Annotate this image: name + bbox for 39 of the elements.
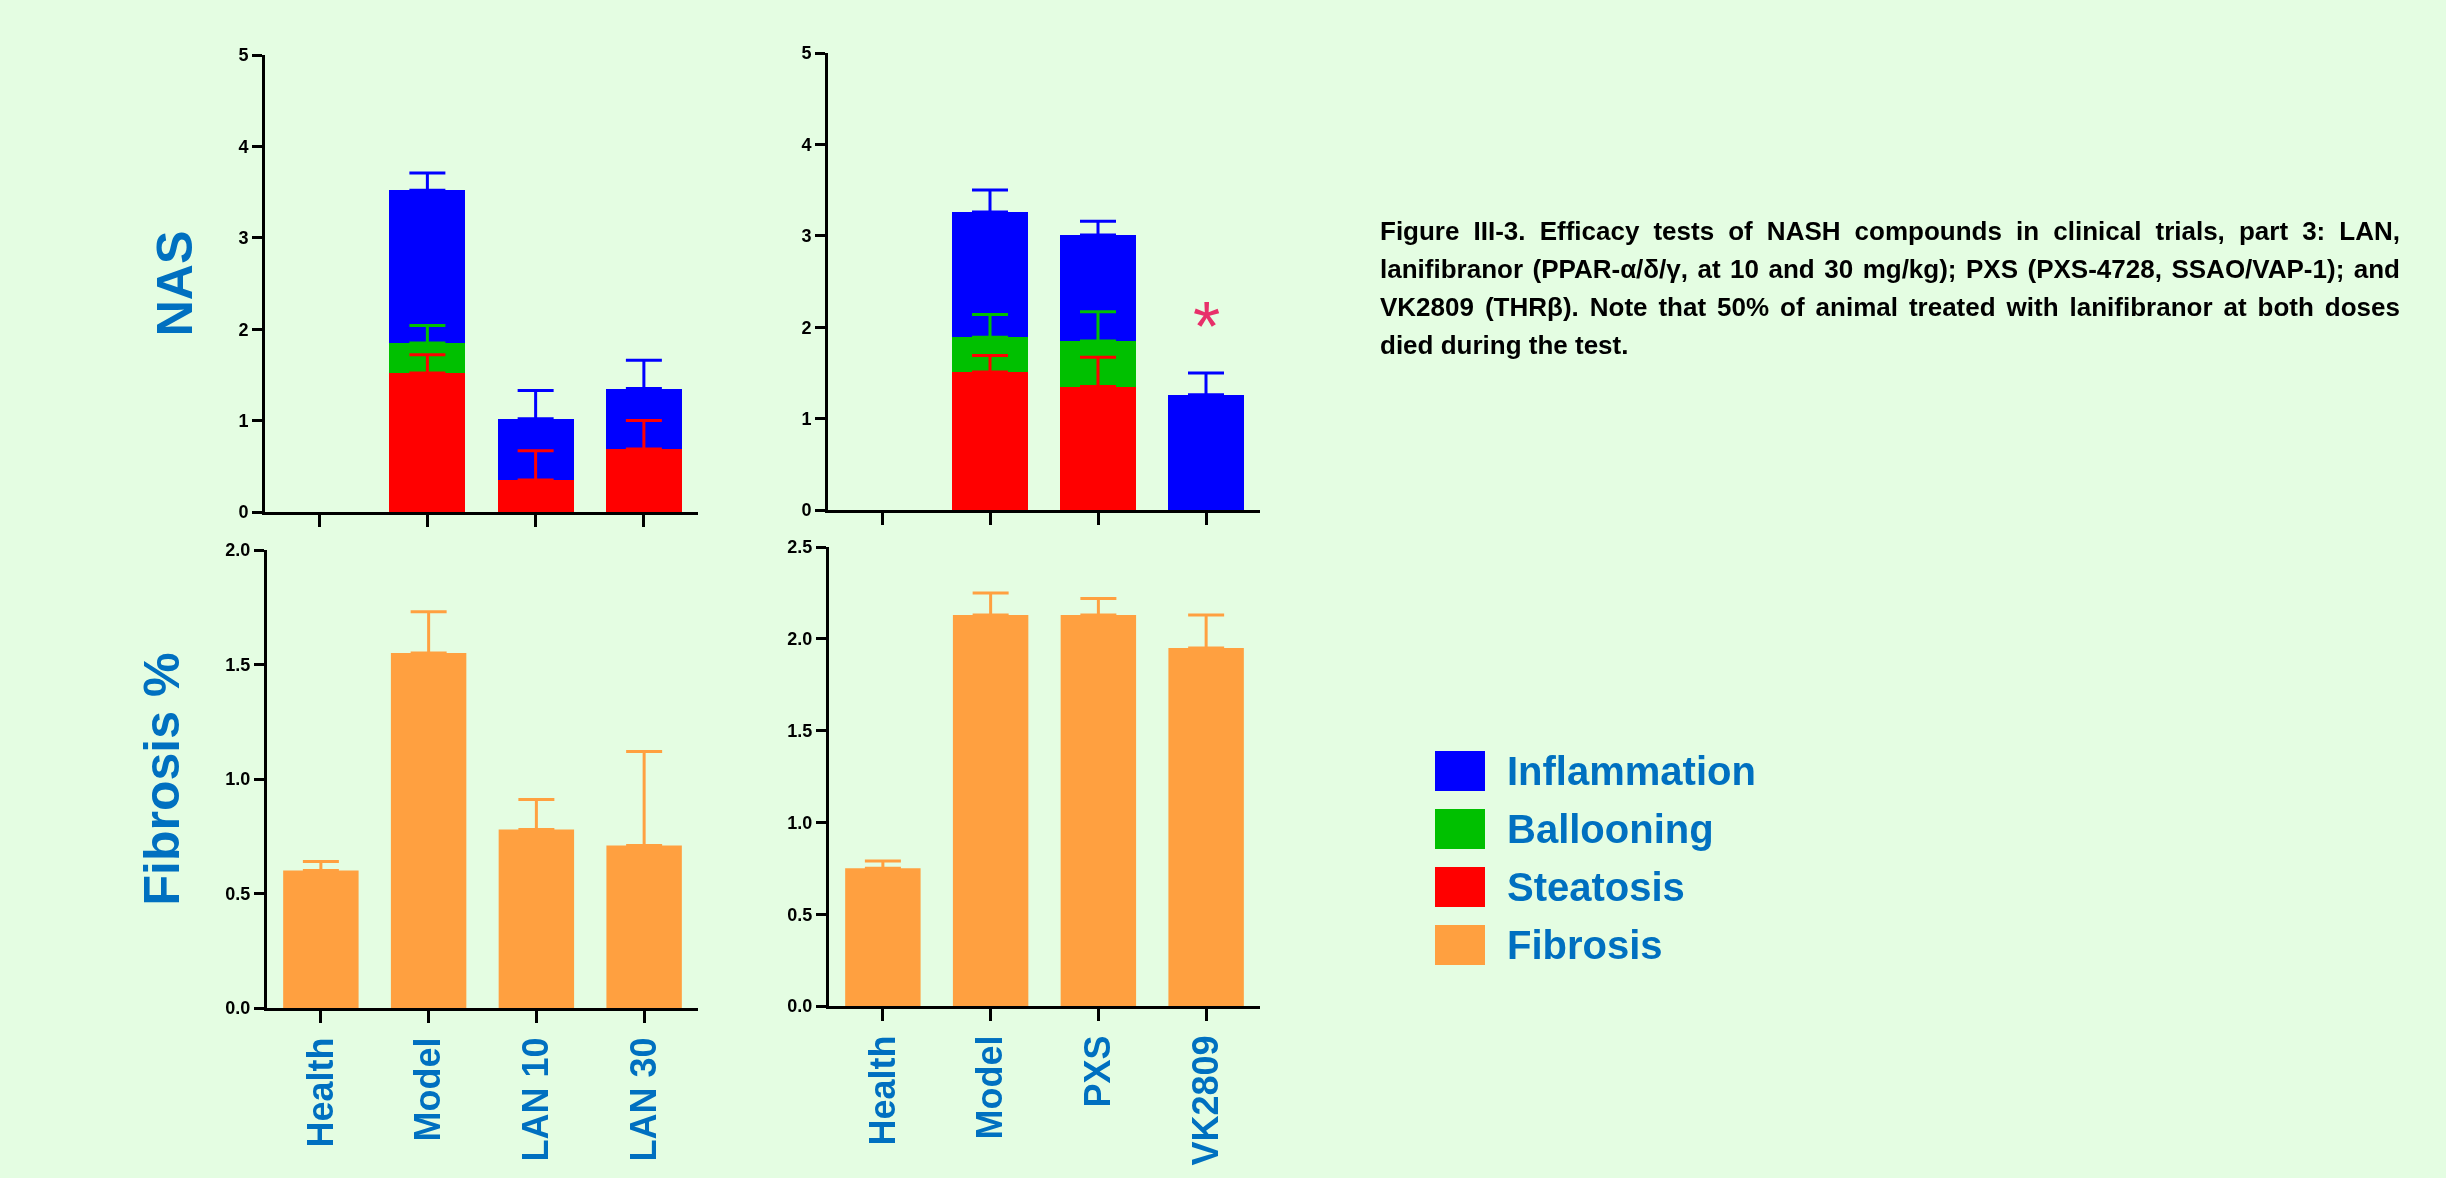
text: Figure III-3. Efficacy tests of NASH compounds in clinical trials, part 3: LAN, lanifibranor (PPAR-α/δ/γ, at 10 and 30 mg/kg); PXS (PXS-4728, SSAO/VAP-1); and VK2809 (THRβ). Note that 50% of animal treated with lanifibranor at both doses died during the test. bbox=[1380, 215, 2400, 362]
y-tick-label: 3 bbox=[801, 226, 812, 247]
y-tick-label: 1 bbox=[238, 410, 249, 431]
annotation: * bbox=[1193, 288, 1221, 366]
y-tick-label: 0 bbox=[801, 500, 812, 521]
y-axis-title: NAS bbox=[147, 230, 204, 337]
x-tick-label: Model bbox=[407, 1037, 449, 1142]
x-tick-label: LAN 10 bbox=[515, 1037, 557, 1162]
y-tick-label: 1.5 bbox=[225, 654, 251, 675]
y-tick-label: 2.0 bbox=[787, 629, 813, 650]
y-tick-label: 5 bbox=[238, 45, 249, 66]
y-tick-label: 0.0 bbox=[225, 998, 251, 1019]
y-tick-label: 5 bbox=[801, 43, 812, 64]
x-tick-label: Health bbox=[299, 1037, 341, 1148]
y-tick-label: 0.5 bbox=[225, 883, 251, 904]
legend-label: Fibrosis bbox=[1507, 922, 1663, 968]
y-tick-label: 0.0 bbox=[787, 996, 813, 1017]
y-tick-label: 1.0 bbox=[787, 812, 813, 833]
x-tick-label: VK2809 bbox=[1184, 1035, 1226, 1166]
legend-label: Inflammation bbox=[1507, 748, 1756, 794]
y-tick-label: 2.5 bbox=[787, 537, 813, 558]
y-tick-label: 3 bbox=[238, 228, 249, 249]
x-tick-label: LAN 30 bbox=[622, 1037, 664, 1162]
y-tick-label: 2 bbox=[801, 317, 812, 338]
y-tick-label: 2 bbox=[238, 319, 249, 340]
legend-label: Steatosis bbox=[1507, 864, 1685, 910]
x-tick-label: Model bbox=[969, 1035, 1011, 1140]
y-axis-title: Fibrosis % bbox=[134, 652, 191, 906]
x-tick-label: PXS bbox=[1077, 1035, 1119, 1108]
y-tick-label: 0.5 bbox=[787, 904, 813, 925]
y-tick-label: 2.0 bbox=[225, 540, 251, 561]
y-tick-label: 4 bbox=[801, 134, 812, 155]
y-tick-label: 1.0 bbox=[225, 769, 251, 790]
y-tick-label: 1 bbox=[801, 408, 812, 429]
y-tick-label: 4 bbox=[238, 136, 249, 157]
x-tick-label: Health bbox=[861, 1035, 903, 1146]
legend-label: Ballooning bbox=[1507, 806, 1714, 852]
y-tick-label: 0 bbox=[238, 502, 249, 523]
y-tick-label: 1.5 bbox=[787, 720, 813, 741]
